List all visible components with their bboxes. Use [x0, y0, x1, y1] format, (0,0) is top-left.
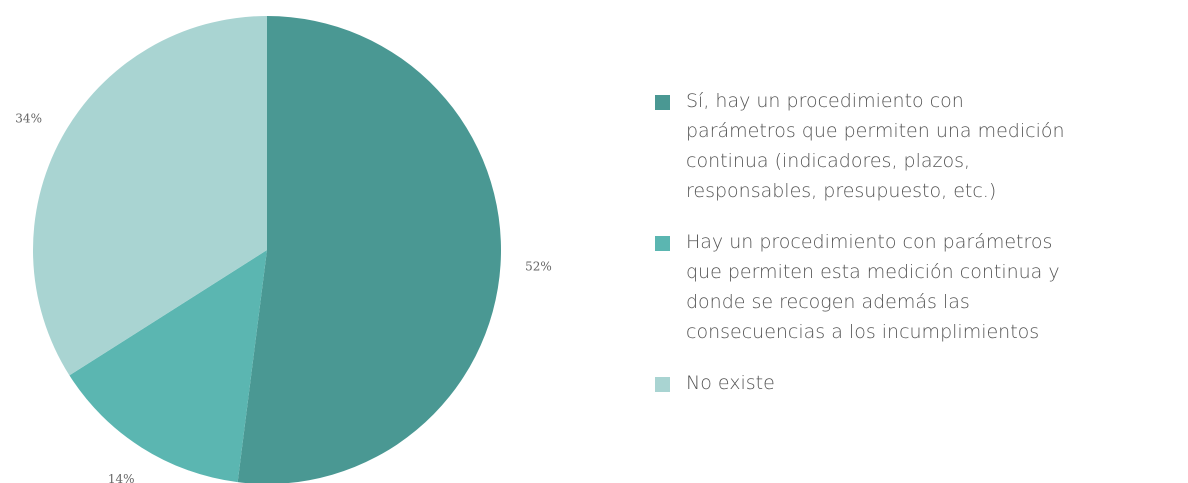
legend-swatch: [655, 236, 670, 251]
legend-label: Sí, hay un procedimiento con parámetros …: [686, 90, 1065, 202]
legend-swatch: [655, 95, 670, 110]
legend-item: Hay un procedimiento con parámetros que …: [655, 227, 1075, 347]
pie-slice: [32, 16, 267, 376]
legend-item: No existe: [655, 368, 1075, 398]
legend: Sí, hay un procedimiento con parámetros …: [655, 86, 1075, 419]
legend-item: Sí, hay un procedimiento con parámetros …: [655, 86, 1075, 206]
legend-label: Hay un procedimiento con parámetros que …: [686, 231, 1060, 343]
pie-slice: [69, 250, 267, 483]
legend-swatch: [655, 377, 670, 392]
pie-slice: [237, 16, 501, 483]
data-label: 52%: [525, 260, 552, 274]
data-label: 34%: [15, 111, 42, 125]
data-label: 14%: [108, 472, 135, 483]
legend-label: No existe: [686, 372, 775, 394]
